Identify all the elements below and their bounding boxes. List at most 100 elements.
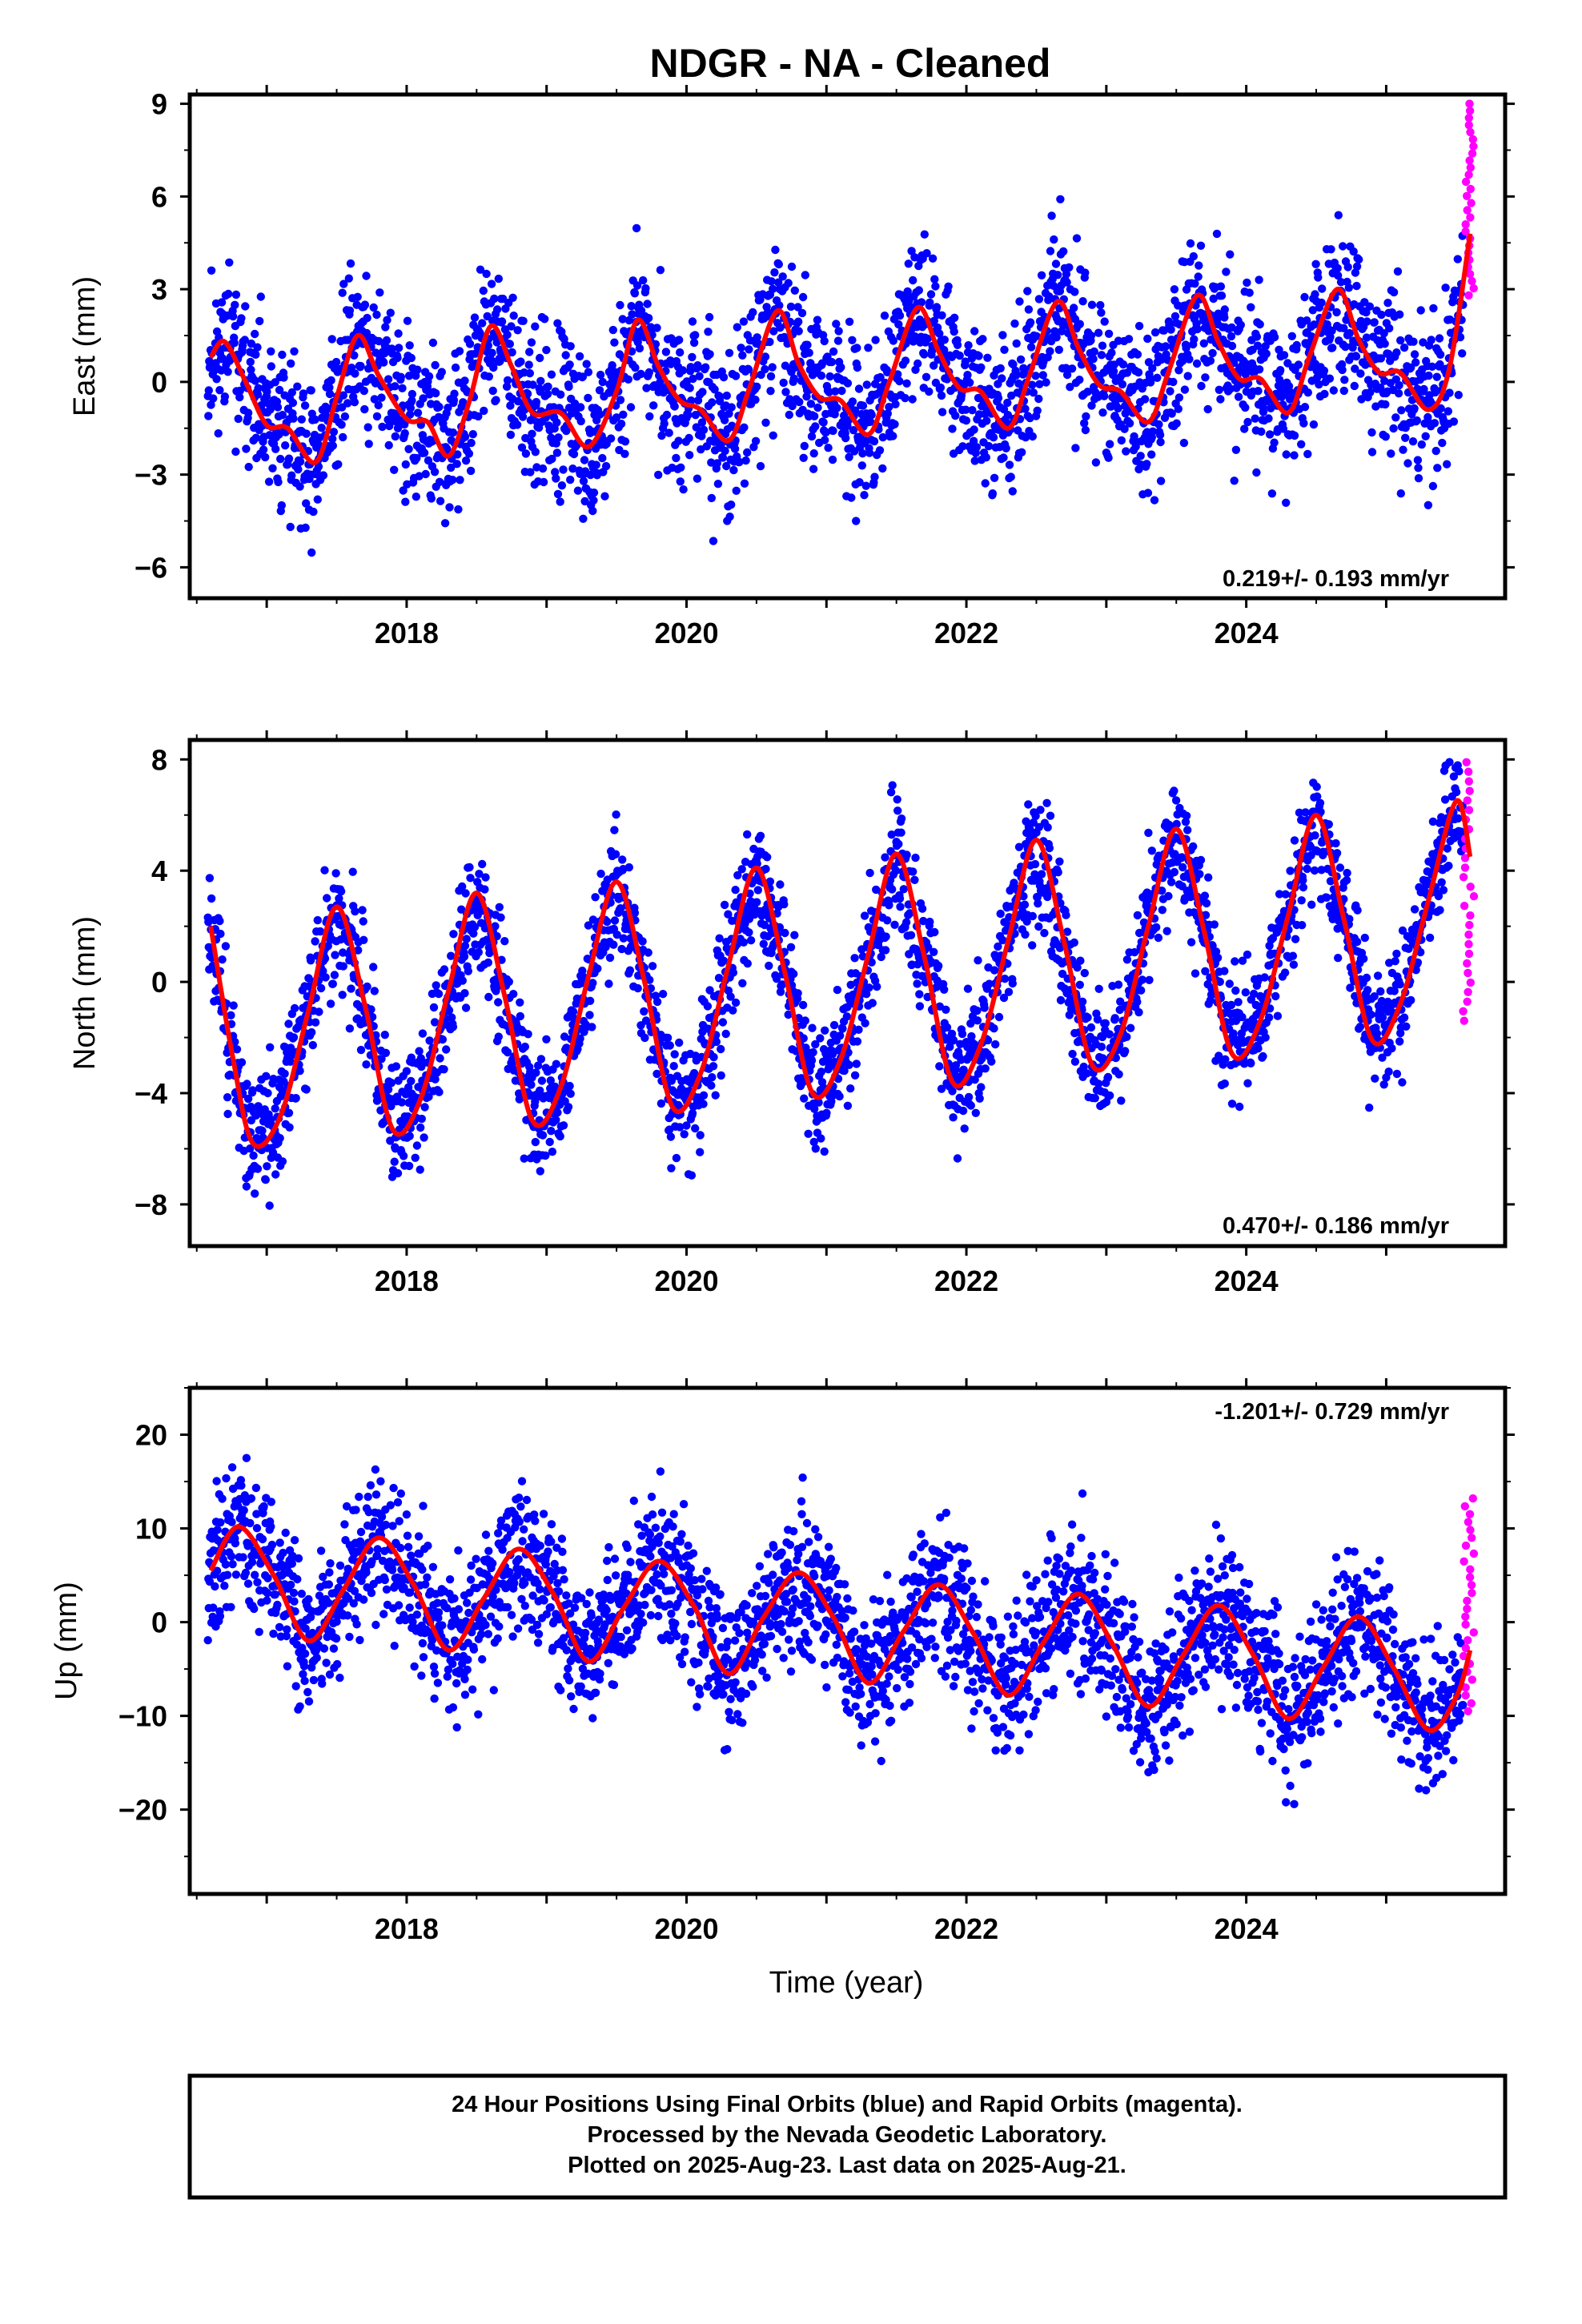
final-orbit-point (547, 1127, 556, 1136)
final-orbit-point (1170, 786, 1178, 795)
final-orbit-point (404, 1161, 414, 1171)
final-orbit-point (526, 468, 535, 476)
final-orbit-point (910, 875, 919, 885)
final-orbit-point (1220, 1079, 1230, 1088)
final-orbit-point (505, 340, 514, 348)
final-orbit-point (223, 1093, 232, 1102)
final-orbit-point (1411, 358, 1420, 367)
final-orbit-point (1252, 468, 1261, 477)
final-orbit-point (853, 344, 861, 352)
final-orbit-point (1183, 372, 1192, 380)
final-orbit-point (552, 418, 561, 427)
final-orbit-point (983, 353, 992, 362)
final-orbit-point (848, 336, 857, 344)
final-orbit-point (1103, 1072, 1113, 1082)
final-orbit-point (456, 476, 464, 485)
final-orbit-point (1008, 979, 1018, 988)
final-orbit-point (861, 1019, 869, 1027)
final-orbit-point (351, 369, 359, 378)
final-orbit-point (287, 388, 296, 397)
final-orbit-point (753, 898, 761, 907)
final-orbit-point (794, 317, 803, 326)
final-orbit-point (405, 341, 414, 350)
final-orbit-point (1317, 298, 1326, 308)
final-orbit-point (394, 344, 404, 352)
final-orbit-point (484, 958, 492, 967)
final-orbit-point (234, 414, 243, 424)
final-orbit-point (492, 338, 501, 347)
final-orbit-point (536, 353, 544, 363)
final-orbit-point (345, 1024, 355, 1033)
final-orbit-point (940, 336, 950, 344)
final-orbit-point (1075, 980, 1085, 990)
final-orbit-point (867, 410, 876, 420)
final-orbit-point (320, 866, 329, 875)
final-orbit-point (500, 937, 509, 946)
final-orbit-point (982, 416, 991, 425)
final-orbit-point (531, 448, 540, 456)
final-orbit-point (424, 456, 433, 465)
final-orbit-point (740, 423, 749, 432)
final-orbit-point (484, 372, 493, 381)
final-orbit-point (1350, 381, 1359, 391)
final-orbit-point (338, 288, 347, 297)
final-orbit-point (1377, 310, 1386, 320)
final-orbit-point (1154, 933, 1163, 943)
final-orbit-point (494, 1032, 503, 1041)
final-orbit-point (661, 348, 671, 356)
final-orbit-point (836, 1031, 845, 1040)
final-orbit-point (1094, 1080, 1103, 1088)
final-orbit-point (460, 952, 469, 961)
final-orbit-point (1106, 440, 1114, 448)
final-orbit-point (1006, 472, 1015, 481)
final-orbit-point (894, 839, 903, 849)
final-orbit-point (1122, 447, 1130, 456)
final-orbit-point (781, 388, 790, 396)
final-orbit-point (1042, 798, 1051, 807)
final-orbit-point (449, 396, 459, 404)
final-orbit-point (624, 375, 632, 384)
final-orbit-point (454, 505, 463, 514)
final-orbit-point (1090, 347, 1098, 356)
final-orbit-point (709, 537, 718, 545)
final-orbit-point (1282, 450, 1291, 459)
final-orbit-point (348, 867, 357, 876)
final-orbit-point (1453, 255, 1463, 263)
final-orbit-point (667, 1164, 676, 1173)
final-orbit-point (253, 343, 262, 352)
north-scatter-points (203, 758, 1479, 1210)
final-orbit-point (302, 499, 311, 508)
final-orbit-point (271, 1104, 279, 1113)
final-orbit-point (677, 463, 685, 472)
final-orbit-point (968, 406, 977, 415)
final-orbit-point (890, 920, 899, 930)
final-orbit-point (730, 444, 740, 453)
final-orbit-point (1037, 870, 1046, 879)
final-orbit-point (980, 1003, 989, 1012)
final-orbit-point (937, 391, 946, 400)
final-orbit-point (709, 1062, 718, 1071)
final-orbit-point (741, 456, 750, 465)
final-orbit-point (685, 433, 693, 443)
final-orbit-point (870, 472, 879, 481)
final-orbit-point (517, 443, 527, 452)
final-orbit-point (1276, 366, 1285, 375)
final-orbit-point (862, 380, 872, 389)
final-orbit-point (1230, 476, 1239, 485)
final-orbit-point (467, 438, 476, 448)
final-orbit-point (1297, 440, 1306, 448)
final-orbit-point (975, 1094, 984, 1104)
final-orbit-point (235, 386, 244, 396)
final-orbit-point (359, 386, 368, 396)
rapid-orbit-point (1466, 163, 1476, 172)
final-orbit-point (470, 313, 480, 322)
final-orbit-point (429, 1003, 439, 1012)
final-orbit-point (1399, 445, 1407, 454)
final-orbit-point (1435, 334, 1444, 343)
final-orbit-point (383, 375, 393, 384)
final-orbit-point (1389, 287, 1399, 297)
final-orbit-point (1110, 1014, 1119, 1023)
final-orbit-point (1309, 420, 1319, 429)
final-orbit-point (881, 853, 889, 862)
